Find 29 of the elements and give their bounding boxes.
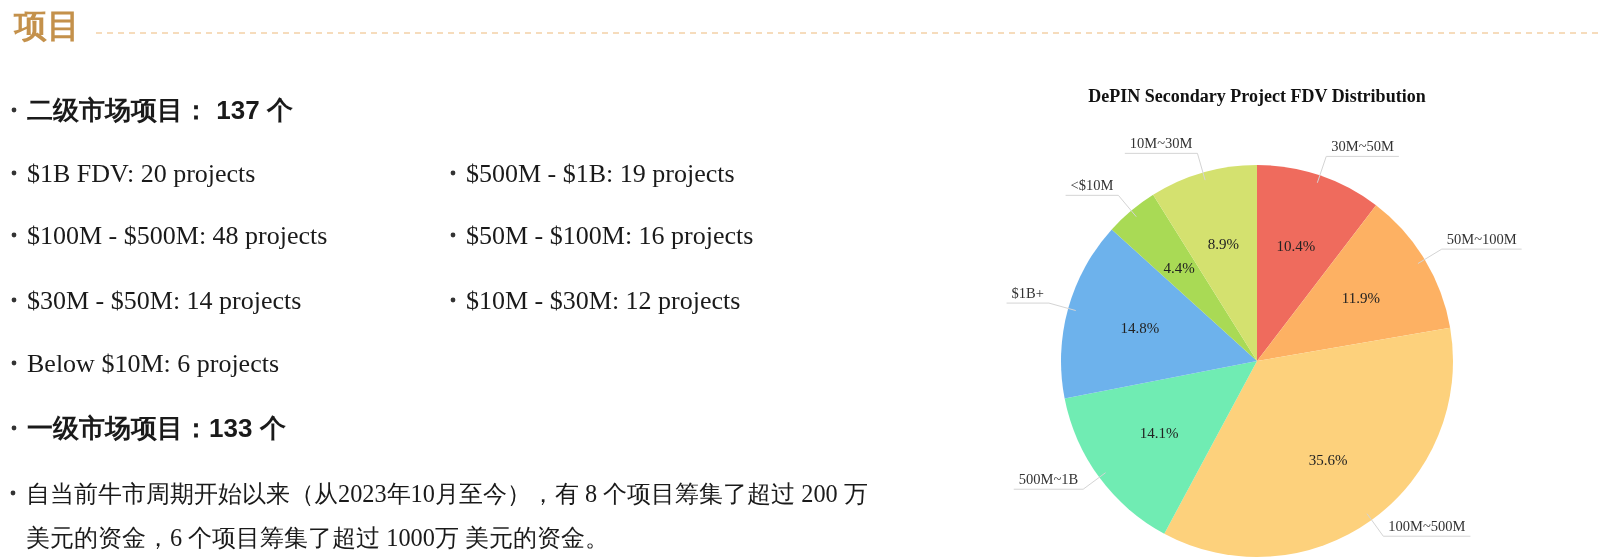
- text: $1B FDV: 20 projects: [27, 159, 256, 189]
- slice-label: 50M~100M: [1446, 231, 1517, 248]
- chart-title: DePIN Secondary Project FDV Distribution: [1088, 86, 1426, 106]
- pie-slice: [1111, 194, 1257, 361]
- data-label: 4.4%: [1163, 259, 1195, 276]
- slice-label: $1B+: [1011, 285, 1044, 302]
- slice-label: 500M~1B: [1018, 471, 1079, 488]
- text: $10M - $30M: 12 projects: [466, 286, 741, 316]
- text: Below $10M: 6 projects: [27, 349, 280, 379]
- slice-label: 30M~50M: [1331, 138, 1394, 155]
- data-label: 8.9%: [1207, 236, 1240, 253]
- data-label: 14.8%: [1120, 320, 1160, 337]
- text: 美元的资金，6 个项目筹集了超过 1000万 美元的资金。: [26, 523, 609, 551]
- data-label: 35.6%: [1308, 451, 1348, 468]
- text: $500M - $1B: 19 projects: [466, 159, 735, 189]
- pie-slice: [1061, 229, 1257, 399]
- data-label: 10.4%: [1276, 237, 1316, 254]
- data-label: 11.9%: [1341, 290, 1381, 307]
- slice-label: 10M~30M: [1129, 135, 1193, 152]
- text: $30M - $50M: 14 projects: [27, 286, 302, 316]
- text: $100M - $500M: 48 projects: [27, 221, 328, 251]
- text: 自当前牛市周期开始以来（从2023年10月至今），有 8 个项目筹集了超过 200 万: [26, 479, 868, 507]
- text: $50M - $100M: 16 projects: [466, 221, 754, 251]
- text: 项目: [13, 7, 80, 44]
- data-label: 14.1%: [1139, 425, 1179, 442]
- slice-label: <$10M: [1070, 177, 1114, 194]
- text: 二级市场项目： 137 个: [27, 95, 293, 126]
- slice-label: 100M~500M: [1388, 518, 1466, 535]
- text: 一级市场项目：133 个: [27, 413, 286, 444]
